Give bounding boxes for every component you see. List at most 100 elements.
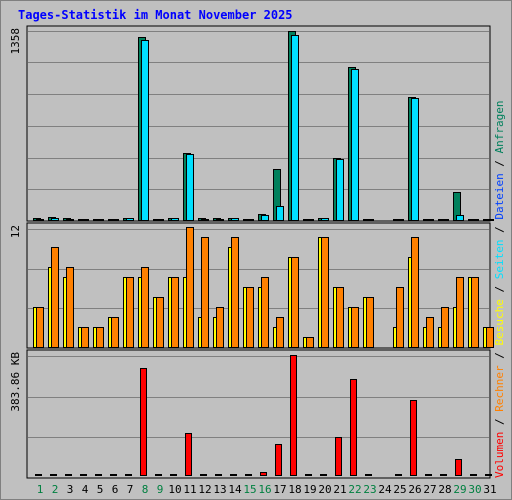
x-tick-label: 29 — [453, 483, 466, 496]
bar-volumen — [140, 368, 147, 476]
bar-volumen — [230, 474, 237, 476]
bar-seiten — [231, 218, 239, 221]
bar-rechner — [306, 337, 314, 348]
bar-seiten — [426, 219, 434, 221]
bar-volumen — [485, 474, 492, 476]
legend-separator: / — [493, 346, 506, 366]
bar-seiten — [81, 219, 89, 221]
x-tick-label: 10 — [168, 483, 181, 496]
x-tick-label: 17 — [273, 483, 286, 496]
bar-rechner — [216, 307, 224, 348]
bar-rechner — [426, 317, 434, 348]
bar-rechner — [81, 327, 89, 348]
bar-volumen — [365, 474, 372, 476]
bar-volumen — [275, 444, 282, 476]
bar-rechner — [36, 307, 44, 348]
bar-rechner — [441, 307, 449, 348]
x-tick-label: 3 — [67, 483, 74, 496]
x-tick-label: 20 — [318, 483, 331, 496]
x-tick-label: 18 — [288, 483, 301, 496]
bar-rechner — [261, 277, 269, 348]
legend-separator: / — [493, 279, 506, 299]
x-tick-label: 16 — [258, 483, 271, 496]
bar-volumen — [245, 474, 252, 476]
bar-volumen — [410, 400, 417, 476]
bar-rechner — [171, 277, 179, 348]
bar-rechner — [156, 297, 164, 348]
bar-volumen — [155, 474, 162, 476]
bar-seiten — [216, 219, 224, 221]
bar-seiten — [51, 218, 59, 221]
bar-rechner — [51, 247, 59, 348]
bar-volumen — [395, 474, 402, 476]
x-tick-label: 6 — [112, 483, 119, 496]
bar-volumen — [110, 474, 117, 476]
bar-rechner — [366, 297, 374, 348]
bar-volumen — [65, 474, 72, 476]
bar-rechner — [126, 277, 134, 348]
bar-volumen — [125, 474, 132, 476]
bar-volumen — [290, 355, 297, 476]
legend-separator: / — [493, 220, 506, 240]
bar-volumen — [200, 474, 207, 476]
x-tick-label: 12 — [198, 483, 211, 496]
bar-rechner — [336, 287, 344, 348]
bar-seiten — [171, 218, 179, 221]
legend-rechner: Rechner — [493, 365, 506, 412]
chart-title: Tages-Statistik im Monat November 2025 — [18, 8, 293, 22]
panel-top — [26, 25, 491, 222]
legend-dateien: Dateien — [493, 173, 506, 219]
bar-seiten — [111, 219, 119, 221]
x-tick-label: 15 — [243, 483, 256, 496]
bar-seiten — [396, 219, 404, 221]
bar-seiten — [486, 219, 494, 221]
bar-seiten — [156, 219, 164, 221]
bar-rechner — [276, 317, 284, 348]
x-tick-label: 7 — [127, 483, 134, 496]
x-tick-label: 2 — [52, 483, 59, 496]
x-tick-label: 31 — [483, 483, 496, 496]
x-tick-label: 8 — [142, 483, 149, 496]
x-tick-label: 5 — [97, 483, 104, 496]
bar-rechner — [141, 267, 149, 348]
x-tick-label: 26 — [408, 483, 421, 496]
bar-seiten — [201, 219, 209, 221]
bar-rechner — [111, 317, 119, 348]
legend-besuche: Besuche — [493, 299, 506, 345]
bar-rechner — [411, 237, 419, 348]
bar-rechner — [351, 307, 359, 348]
x-tick-label: 30 — [468, 483, 481, 496]
bar-seiten — [336, 159, 344, 221]
bar-rechner — [486, 327, 494, 348]
x-tick-label: 25 — [393, 483, 406, 496]
legend-separator: / — [493, 153, 506, 173]
bar-volumen — [80, 474, 87, 476]
bar-seiten — [411, 98, 419, 221]
bar-rechner — [96, 327, 104, 348]
bar-seiten — [126, 218, 134, 221]
bar-rechner — [396, 287, 404, 348]
x-tick-label: 27 — [423, 483, 436, 496]
x-tick-label: 9 — [157, 483, 164, 496]
x-tick-label: 19 — [303, 483, 316, 496]
bottom-max-label: 383.86 KB — [9, 352, 22, 412]
legend-anfragen: Anfragen — [493, 100, 506, 153]
x-tick-label: 21 — [333, 483, 346, 496]
bar-seiten — [291, 35, 299, 221]
bar-volumen — [305, 474, 312, 476]
bar-seiten — [321, 218, 329, 221]
bar-seiten — [276, 206, 284, 221]
bar-volumen — [50, 474, 57, 476]
bar-volumen — [320, 474, 327, 476]
top-max-label: 1358 — [9, 28, 22, 55]
bar-volumen — [35, 474, 42, 476]
bar-volumen — [350, 379, 357, 476]
bar-rechner — [471, 277, 479, 348]
bar-volumen — [260, 472, 267, 476]
bar-seiten — [306, 219, 314, 221]
bar-volumen — [170, 474, 177, 476]
bar-seiten — [141, 40, 149, 221]
bar-seiten — [246, 219, 254, 221]
x-tick-label: 23 — [363, 483, 376, 496]
